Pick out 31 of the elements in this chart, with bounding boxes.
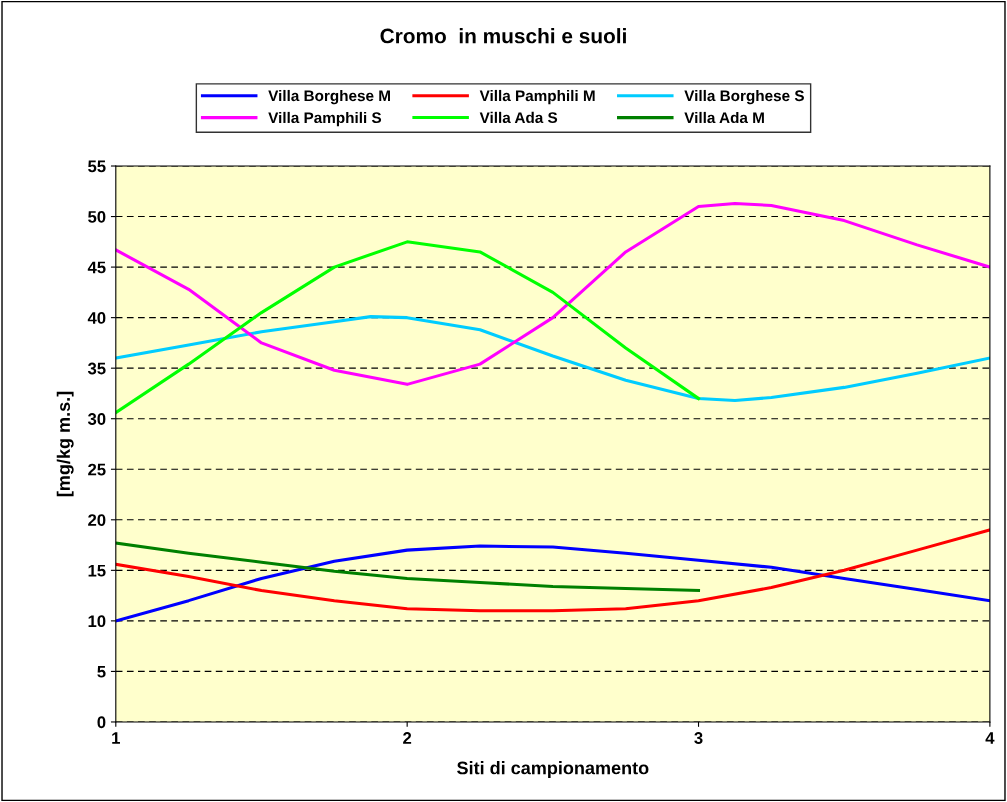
- y-tick-label: 10: [88, 615, 106, 628]
- y-tick-label: 30: [87, 413, 106, 425]
- y-tick-label: 55: [88, 160, 106, 173]
- y-tick-label: 20: [88, 514, 106, 526]
- chart-title: Cromo in muschi e suoli: [380, 28, 626, 44]
- legend-label: Villa Ada M: [684, 111, 764, 124]
- x-tick-label: 1: [112, 732, 120, 744]
- line-series: [115, 201, 990, 386]
- legend-label: Villa Pamphili S: [268, 111, 382, 127]
- x-tick-label: 2: [403, 732, 412, 744]
- x-tick-label: 3: [694, 732, 703, 744]
- y-tick-label: 0: [97, 716, 106, 729]
- y-tick-label: 15: [88, 564, 106, 577]
- x-tick-label: 4: [985, 732, 995, 744]
- y-tick-label: 40: [87, 312, 106, 324]
- line-series: [115, 544, 990, 623]
- y-tick-label: 50: [88, 210, 106, 223]
- y-tick-label: 5: [97, 665, 106, 678]
- legend-label: Villa Ada S: [479, 111, 558, 124]
- y-tick-label: 45: [87, 261, 106, 274]
- line-series: [115, 528, 990, 613]
- line-series: [115, 240, 701, 415]
- legend-label: Villa Pamphili M: [479, 89, 595, 105]
- line-series: [115, 315, 990, 403]
- legend-label: Villa Borghese S: [684, 89, 804, 105]
- legend-label: Villa Borghese M: [268, 89, 390, 105]
- y-tick-label: 35: [87, 362, 106, 375]
- x-axis-title: Siti di campionamento: [457, 761, 649, 778]
- y-tick-label: 25: [88, 463, 106, 476]
- line-series: [115, 541, 701, 593]
- y-axis-title: [mg/kg m.s.]: [56, 391, 74, 497]
